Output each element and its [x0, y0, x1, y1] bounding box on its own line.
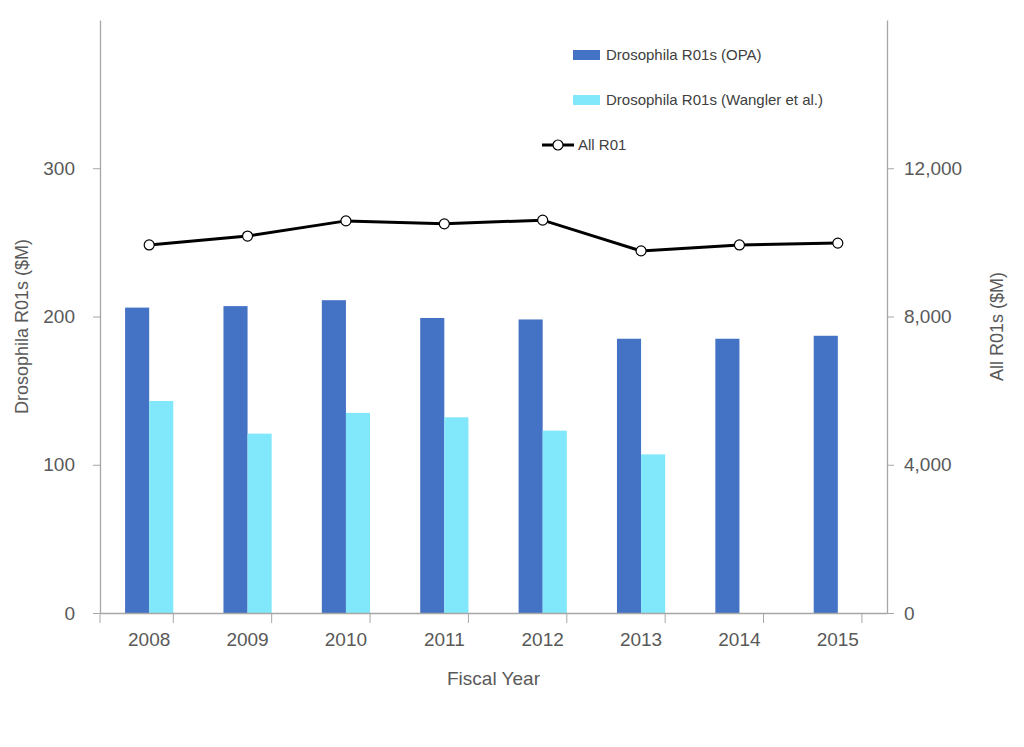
legend-label: Drosophila R01s (OPA) [606, 46, 762, 63]
bar-series [125, 300, 838, 613]
chart: 010020030004,0008,00012,0002008200920102… [0, 0, 1024, 747]
bar [322, 300, 346, 613]
tick: 2014 [718, 629, 761, 650]
category-separator [271, 613, 272, 623]
tick-label: 300 [43, 158, 75, 179]
x-axis: 2008 2009 2010 2011 2012 2013 2014 2015 [100, 613, 888, 650]
bar [641, 454, 665, 613]
legend-swatch [573, 50, 600, 60]
tick-mark [93, 465, 100, 466]
y-axis: 0 100 200 300 [43, 21, 100, 624]
bar-series [149, 401, 665, 613]
y-axis-title: Drosophila R01s ($M) [12, 239, 32, 414]
marker [341, 216, 351, 226]
tick-label: 2011 [424, 629, 465, 650]
bar [125, 308, 149, 613]
marker [243, 231, 253, 241]
marker [439, 219, 449, 229]
marker [538, 215, 548, 225]
tick-label: 8,000 [904, 306, 952, 327]
tick-label: 2008 [128, 629, 170, 650]
tick-label: 2009 [226, 629, 268, 650]
tick-label: 200 [43, 306, 75, 327]
tick: 2013 [620, 629, 662, 650]
line [149, 220, 838, 251]
category-separator [861, 613, 862, 623]
bar [715, 339, 739, 613]
tick: 8,000 [887, 306, 952, 327]
tick-mark [887, 168, 894, 169]
tick-mark [93, 613, 100, 614]
category-separator [665, 613, 666, 623]
tick: 2011 [424, 629, 465, 650]
marker [636, 246, 646, 256]
tick: 0 [887, 603, 915, 624]
plot-area: 010020030004,0008,00012,0002008200920102… [43, 21, 962, 651]
y2-axis: 0 4,000 8,000 12,000 [887, 21, 962, 624]
bar [543, 431, 567, 613]
tick: 12,000 [887, 158, 962, 179]
bar [346, 413, 370, 613]
tick: 300 [43, 158, 100, 179]
legend-item: All R01 [542, 136, 626, 153]
tick-label: 0 [904, 603, 915, 624]
tick: 2012 [522, 629, 564, 650]
marker [144, 240, 154, 250]
tick-label: 2015 [817, 629, 859, 650]
bar [420, 318, 444, 613]
tick: 4,000 [887, 454, 952, 475]
tick-mark [93, 317, 100, 318]
axis-line [100, 21, 101, 614]
legend: Drosophila R01s (OPA) Drosophila R01s (Wa… [542, 46, 823, 153]
tick: 200 [43, 306, 100, 327]
tick: 2008 [128, 629, 170, 650]
bar [149, 401, 173, 613]
marker [734, 240, 744, 250]
category-separator [763, 613, 764, 623]
tick: 2015 [817, 629, 859, 650]
tick-label: 4,000 [904, 454, 952, 475]
y2-axis-title: All R01s ($M) [987, 272, 1007, 381]
tick-label: 2014 [718, 629, 761, 650]
tick-mark [887, 317, 894, 318]
category-separator [173, 613, 174, 623]
legend-marker [553, 140, 563, 150]
tick-label: 12,000 [904, 158, 962, 179]
bar [248, 434, 272, 613]
tick-mark [93, 168, 100, 169]
tick-label: 0 [64, 603, 75, 624]
bar [444, 417, 468, 613]
tick: 100 [43, 454, 100, 475]
category-separator [370, 613, 371, 623]
category-separator [566, 613, 567, 623]
marker [833, 238, 843, 248]
line-series [144, 215, 843, 256]
bar [814, 336, 838, 613]
legend-item: Drosophila R01s (Wangler et al.) [573, 91, 823, 108]
legend-label: Drosophila R01s (Wangler et al.) [606, 91, 823, 108]
bar [519, 319, 543, 613]
category-separator [100, 613, 101, 623]
bar [223, 306, 247, 613]
marks [125, 215, 843, 613]
tick-label: 2012 [522, 629, 564, 650]
x-axis-title: Fiscal Year [447, 668, 541, 689]
tick-mark [887, 613, 894, 614]
tick: 2010 [325, 629, 367, 650]
axis-line [101, 613, 888, 614]
tick-label: 2013 [620, 629, 662, 650]
legend-item: Drosophila R01s (OPA) [573, 46, 762, 63]
bar [617, 339, 641, 613]
tick: 2009 [226, 629, 268, 650]
tick-mark [887, 465, 894, 466]
tick-label: 100 [43, 454, 75, 475]
legend-label: All R01 [578, 136, 626, 153]
tick: 0 [64, 603, 100, 624]
category-separator [468, 613, 469, 623]
category-separators [100, 613, 862, 623]
legend-swatch [573, 95, 600, 105]
tick-label: 2010 [325, 629, 367, 650]
